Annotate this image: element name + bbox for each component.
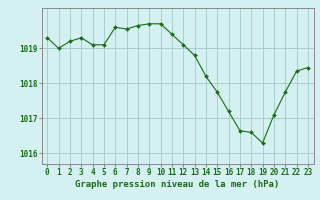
X-axis label: Graphe pression niveau de la mer (hPa): Graphe pression niveau de la mer (hPa)	[76, 180, 280, 189]
